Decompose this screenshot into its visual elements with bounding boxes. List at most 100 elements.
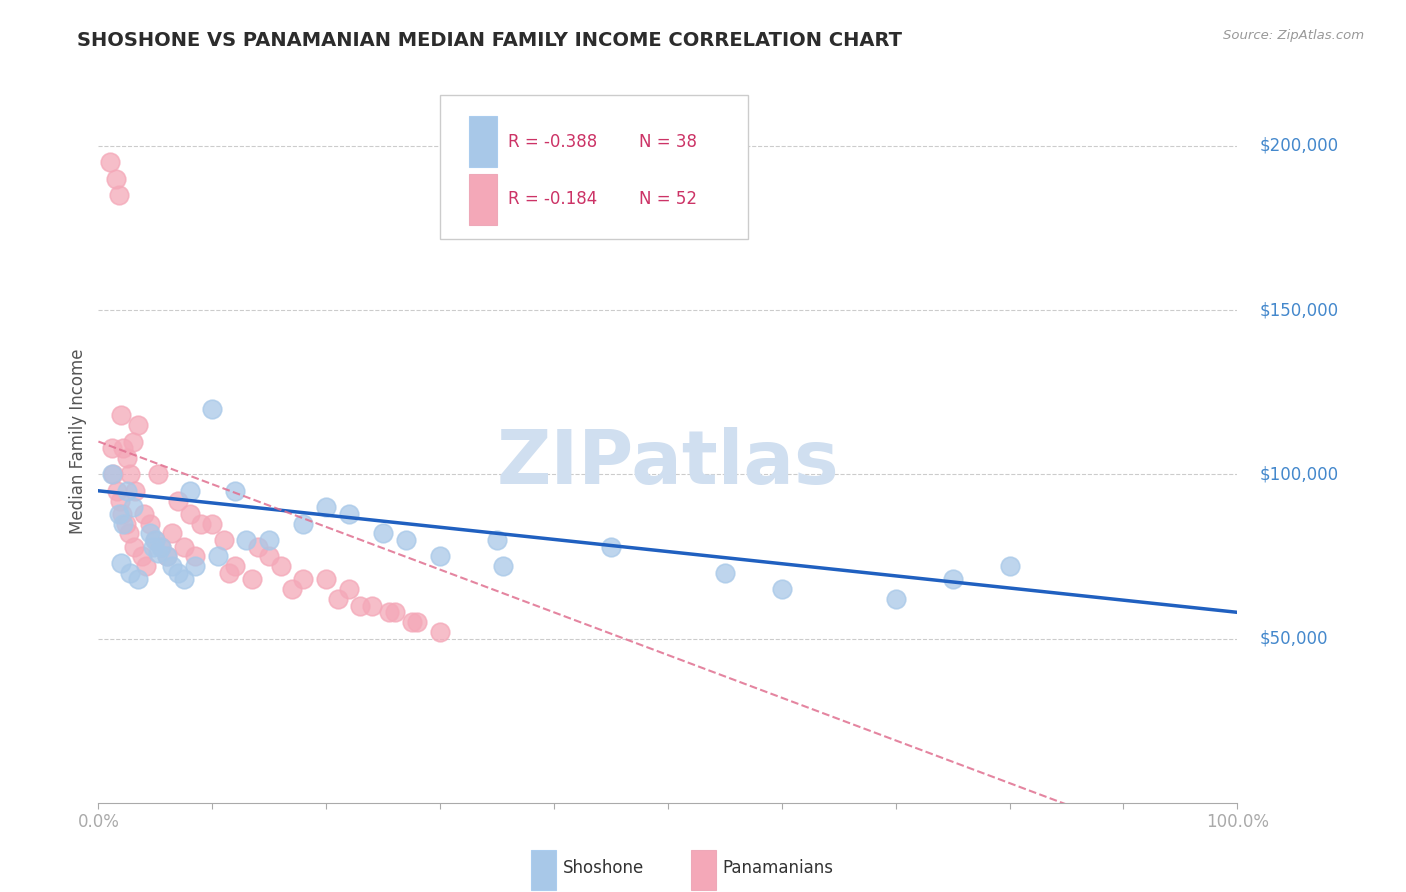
- Point: [207, 549, 229, 564]
- Point: [235, 533, 257, 547]
- Point: [337, 582, 360, 597]
- Point: [110, 409, 132, 423]
- Point: [884, 592, 907, 607]
- Text: $50,000: $50,000: [1260, 630, 1329, 648]
- Point: [120, 467, 142, 482]
- Point: [224, 559, 246, 574]
- Point: [406, 615, 429, 630]
- Point: [121, 434, 143, 449]
- Bar: [531, 850, 557, 889]
- Point: [114, 516, 136, 531]
- Point: [371, 526, 394, 541]
- Point: [429, 625, 451, 640]
- Point: [315, 573, 337, 587]
- Point: [259, 533, 281, 547]
- Point: [121, 500, 143, 515]
- Point: [127, 573, 149, 587]
- Text: N = 38: N = 38: [640, 133, 697, 151]
- Point: [105, 483, 128, 498]
- Point: [104, 171, 127, 186]
- Point: [492, 559, 515, 574]
- Point: [156, 549, 179, 564]
- Point: [115, 450, 138, 465]
- Point: [259, 549, 281, 564]
- Point: [384, 605, 406, 619]
- Text: ZIPatlas: ZIPatlas: [496, 426, 839, 500]
- Point: [349, 599, 371, 613]
- Point: [150, 540, 173, 554]
- Point: [212, 533, 235, 547]
- Point: [179, 483, 201, 498]
- Point: [315, 500, 337, 515]
- Point: [201, 516, 224, 531]
- Point: [108, 507, 131, 521]
- Point: [124, 483, 146, 498]
- Point: [998, 559, 1021, 574]
- Point: [378, 605, 401, 619]
- Point: [131, 549, 153, 564]
- Point: [714, 566, 737, 580]
- Point: [184, 549, 207, 564]
- Bar: [690, 850, 716, 889]
- Point: [111, 507, 134, 521]
- Point: [179, 507, 201, 521]
- Bar: [468, 117, 498, 167]
- Point: [942, 573, 965, 587]
- Y-axis label: Median Family Income: Median Family Income: [69, 349, 87, 534]
- Point: [190, 516, 212, 531]
- Point: [224, 483, 246, 498]
- Point: [138, 526, 160, 541]
- Point: [120, 566, 142, 580]
- Point: [201, 401, 224, 416]
- Point: [101, 467, 124, 482]
- Point: [146, 546, 169, 560]
- Text: SHOSHONE VS PANAMANIAN MEDIAN FAMILY INCOME CORRELATION CHART: SHOSHONE VS PANAMANIAN MEDIAN FAMILY INC…: [77, 31, 903, 50]
- Point: [150, 540, 173, 554]
- Point: [142, 540, 165, 554]
- Point: [486, 533, 509, 547]
- Point: [162, 559, 184, 574]
- Point: [132, 507, 155, 521]
- Text: N = 52: N = 52: [640, 191, 697, 209]
- Point: [118, 526, 141, 541]
- Point: [108, 493, 131, 508]
- Point: [401, 615, 423, 630]
- Point: [110, 556, 132, 570]
- Point: [138, 516, 160, 531]
- Point: [98, 155, 121, 169]
- Text: R = -0.184: R = -0.184: [509, 191, 598, 209]
- Point: [115, 483, 138, 498]
- Point: [127, 418, 149, 433]
- Point: [162, 526, 184, 541]
- Point: [240, 573, 263, 587]
- Point: [770, 582, 793, 597]
- Point: [145, 533, 167, 547]
- Point: [103, 467, 125, 482]
- Point: [101, 441, 124, 455]
- Point: [337, 507, 360, 521]
- Text: $150,000: $150,000: [1260, 301, 1339, 319]
- Point: [326, 592, 349, 607]
- Point: [600, 540, 623, 554]
- Point: [218, 566, 240, 580]
- FancyBboxPatch shape: [440, 95, 748, 239]
- Point: [146, 467, 169, 482]
- Point: [281, 582, 304, 597]
- Point: [429, 549, 451, 564]
- Point: [167, 566, 190, 580]
- Point: [395, 533, 418, 547]
- Text: $100,000: $100,000: [1260, 466, 1339, 483]
- Point: [270, 559, 292, 574]
- Point: [108, 188, 131, 202]
- Point: [292, 516, 315, 531]
- Point: [145, 533, 167, 547]
- Point: [173, 540, 195, 554]
- Text: $200,000: $200,000: [1260, 137, 1339, 155]
- Point: [135, 559, 157, 574]
- Point: [167, 493, 190, 508]
- Point: [122, 540, 145, 554]
- Point: [360, 599, 382, 613]
- Point: [246, 540, 269, 554]
- Point: [112, 516, 135, 531]
- Text: Panamanians: Panamanians: [723, 859, 834, 877]
